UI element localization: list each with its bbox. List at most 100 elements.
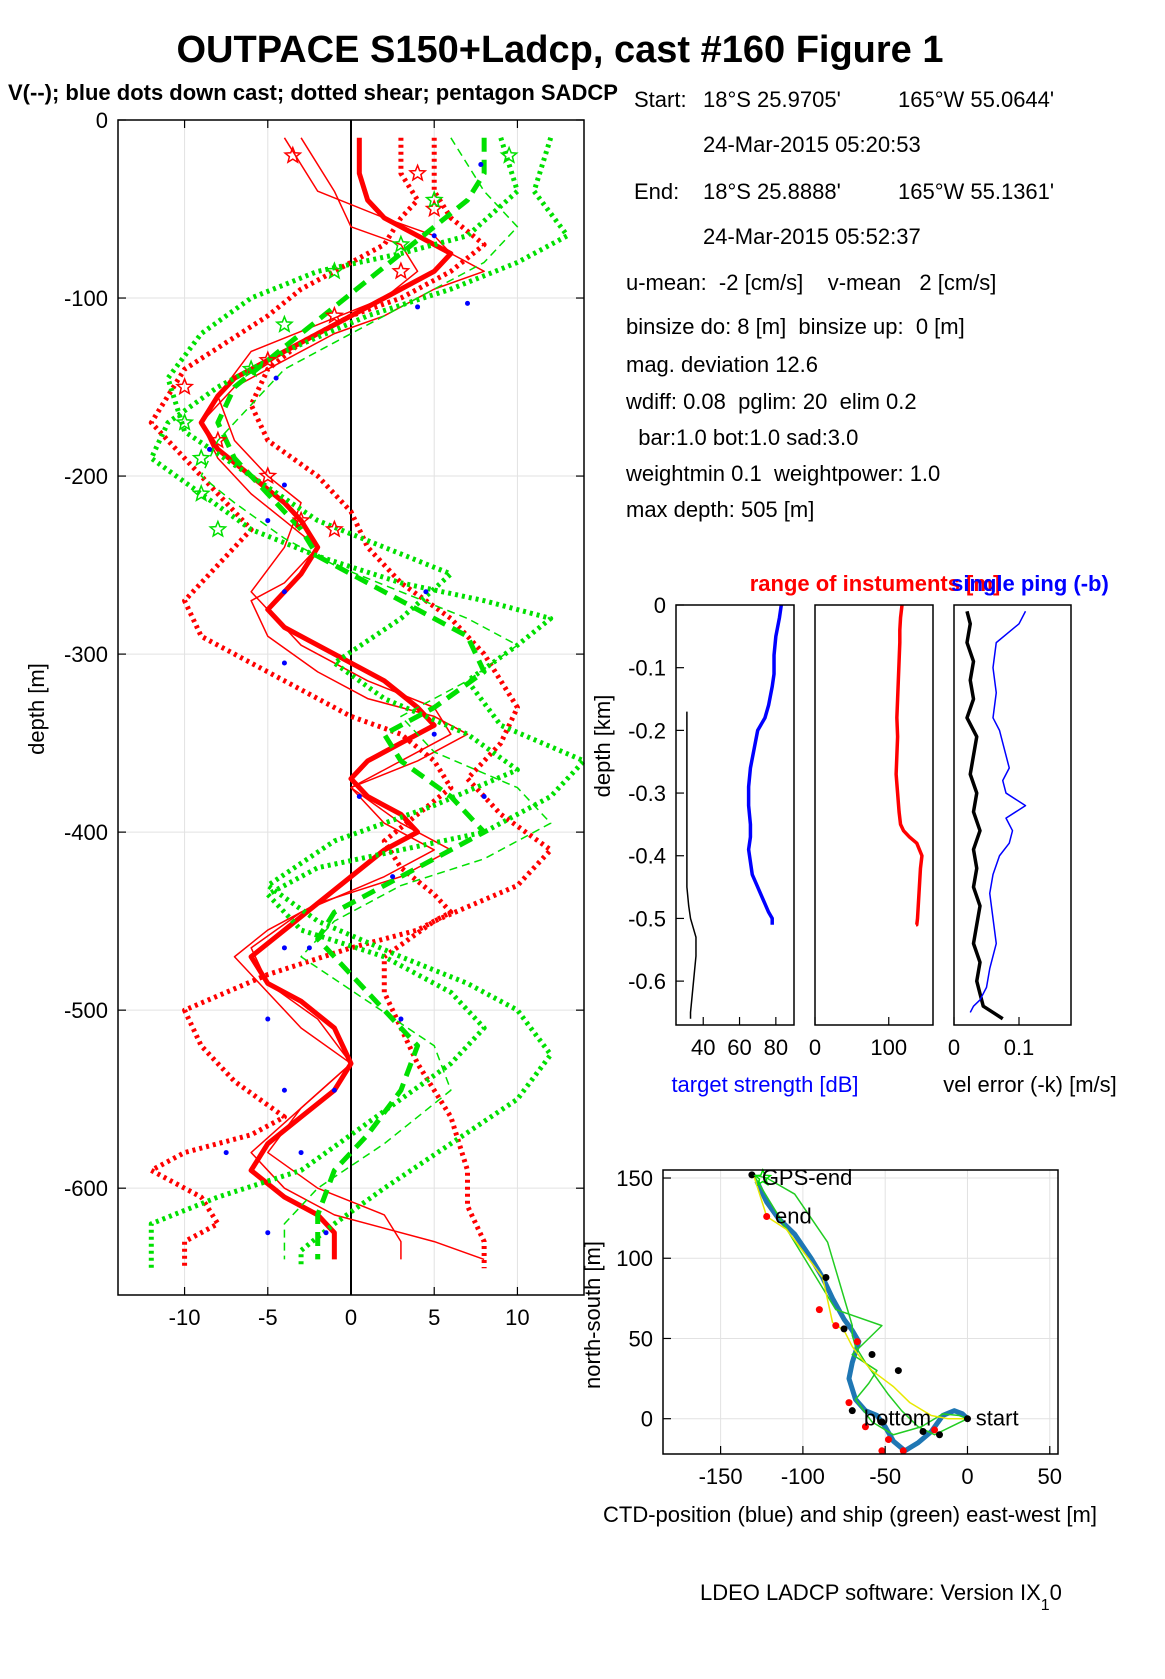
range-plot: 0 100	[809, 604, 934, 1060]
pos-xlabel: CTD-position (blue) and ship (green) eas…	[603, 1502, 1097, 1527]
ctd-fix-dot	[931, 1426, 939, 1434]
downcast-dot	[281, 589, 287, 595]
downcast-dot	[481, 794, 487, 800]
x-tick-label: 0	[961, 1464, 973, 1489]
y-tick-label: -300	[64, 642, 108, 667]
y-tick-label: 0	[96, 108, 108, 133]
y-tick-label: -0.6	[628, 969, 666, 994]
x-tick-label: -150	[699, 1464, 743, 1489]
downcast-dot	[223, 1150, 229, 1156]
downcast-dot	[281, 1087, 287, 1093]
series-line-red	[200, 137, 485, 1261]
y-tick-label: -200	[64, 464, 108, 489]
downcast-dot	[478, 162, 484, 168]
downcast-dot	[331, 1087, 337, 1093]
sadcp-star-red	[258, 466, 278, 485]
sadcp-star-red	[324, 519, 344, 538]
downcast-dot	[265, 1016, 271, 1022]
ship-fix-dot	[963, 1415, 971, 1423]
sadcp-star-red	[208, 430, 228, 449]
axes-frame	[675, 604, 795, 1026]
figure-subtitle: V(--); blue dots down cast; dotted shear…	[8, 80, 618, 105]
ctd-fix-dot	[899, 1447, 907, 1455]
ship-fix-dot	[822, 1274, 830, 1282]
ctd-fix-dot	[763, 1213, 771, 1221]
sadcp-star-red	[391, 261, 411, 280]
downcast-dot	[323, 1230, 329, 1236]
ship-fix-dot	[936, 1431, 943, 1439]
downcast-dot	[431, 731, 437, 737]
y-tick-label: -0.5	[628, 906, 666, 931]
wdiff-text: wdiff: 0.08 pglim: 20 elim 0.2	[626, 389, 917, 414]
ship-fix-dot	[840, 1325, 848, 1333]
main-profile-plot: -10 -5 0 5 10 0 -100 -200 -300 -400 -500 -600	[64, 108, 587, 1330]
sadcp-star-green	[499, 145, 519, 164]
position-label: start	[976, 1406, 1019, 1431]
y-tick-label: -100	[64, 286, 108, 311]
series-line-red	[894, 604, 924, 927]
position-label: bottom	[864, 1406, 931, 1431]
sadcp-star-red	[291, 510, 311, 529]
end-lon: 165°W 55.1361'	[898, 179, 1055, 204]
sadcp-star-green	[324, 261, 344, 280]
x-tick-label: 5	[428, 1305, 440, 1330]
y-tick-label: -400	[64, 820, 108, 845]
ctd-fix-dot	[861, 1423, 869, 1431]
y-tick-label: -0.4	[628, 844, 666, 869]
x-tick-label: 60	[727, 1035, 751, 1060]
series-line-black	[686, 711, 697, 1019]
series-line-yellow	[752, 1174, 968, 1420]
x-tick-label: -100	[781, 1464, 825, 1489]
series-line-red	[148, 137, 454, 1269]
y-tick-label: 0	[654, 593, 666, 618]
sadcp-star-red	[258, 350, 278, 369]
ts-ylabel: depth [km]	[590, 695, 615, 798]
series-line-red	[248, 137, 554, 1269]
downcast-dot	[415, 304, 421, 310]
sadcp-star-red	[283, 145, 303, 164]
downcast-dot	[398, 1016, 404, 1022]
position-label: GPS-end	[762, 1165, 853, 1190]
start-lon: 165°W 55.0644'	[898, 87, 1055, 112]
sadcp-star-green	[208, 519, 228, 538]
ship-fix-dot	[848, 1407, 856, 1415]
sadcp-star-red	[424, 198, 444, 218]
ship-fix-dot	[868, 1351, 876, 1359]
ctd-fix-dot	[884, 1436, 892, 1444]
x-tick-label: 0	[345, 1305, 357, 1330]
maxdepth-text: max depth: 505 [m]	[626, 497, 815, 522]
ship-fix-dot	[878, 1418, 886, 1426]
sadcp-star-green	[424, 190, 444, 209]
x-tick-label: -50	[869, 1464, 901, 1489]
umean-text: u-mean: -2 [cm/s] v-mean 2 [cm/s]	[626, 270, 997, 295]
ctd-fix-dot	[845, 1399, 853, 1407]
y-tick-label: 50	[629, 1326, 653, 1351]
magdev-text: mag. deviation 12.6	[626, 352, 819, 377]
start-time: 24-Mar-2015 05:20:53	[703, 132, 921, 157]
axes-frame	[814, 604, 934, 1026]
sadcp-star-green	[175, 412, 195, 431]
range-title: range of instuments [m]	[750, 571, 1001, 596]
y-tick-label: 0	[641, 1407, 653, 1432]
x-tick-label: -5	[258, 1305, 278, 1330]
downcast-dot	[265, 518, 271, 524]
end-time: 24-Mar-2015 05:52:37	[703, 224, 921, 249]
downcast-dot	[265, 1230, 271, 1236]
x-tick-label: 0	[809, 1035, 821, 1060]
target-strength-plot: 40 60 80 0 -0.1 -0.2 -0.3 -0.4 -0.5 -0.6	[628, 593, 795, 1060]
main-ylabel: depth [m]	[24, 663, 49, 755]
series-line-blue	[969, 610, 1027, 1013]
downcast-dot	[423, 589, 429, 595]
downcast-dot	[273, 375, 279, 381]
sadcp-star-red	[408, 163, 428, 182]
series-line-red	[217, 137, 452, 1260]
x-tick-label: 0.1	[1004, 1035, 1035, 1060]
x-tick-label: 50	[1038, 1464, 1062, 1489]
ctd-fix-dot	[832, 1322, 840, 1330]
sadcp-star-green	[241, 359, 261, 378]
axes-frame	[953, 604, 1072, 1026]
ship-fix-dot	[748, 1171, 756, 1179]
series-line-black	[965, 610, 1004, 1021]
series-line-blue	[746, 604, 784, 925]
downcast-dot	[298, 1150, 304, 1156]
